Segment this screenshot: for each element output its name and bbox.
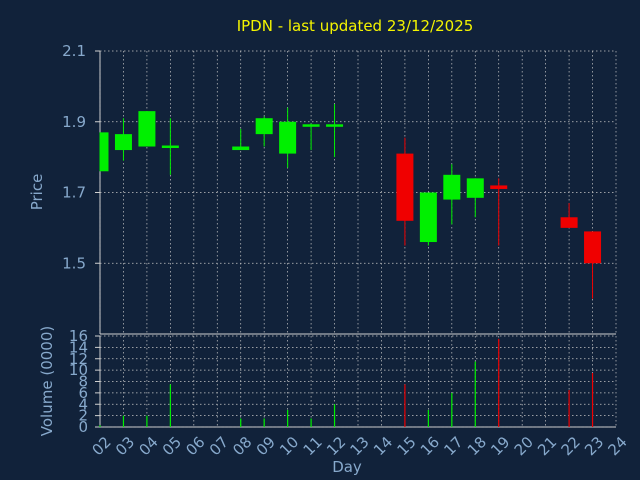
day-tick-label: 18 [464, 433, 490, 459]
price-tick-label: 1.7 [62, 184, 86, 202]
day-tick-label: 03 [112, 433, 138, 459]
volume-tick-label: 16 [69, 327, 88, 345]
day-tick-label: 08 [229, 433, 255, 459]
candle-body [100, 132, 109, 172]
volume-tick-label: 8 [78, 373, 88, 391]
price-tick-label: 1.9 [62, 113, 86, 131]
day-axis-label: Day [332, 458, 362, 476]
price-axis-label: Price [28, 174, 46, 211]
volume-axis-label: Volume (0000) [38, 326, 56, 436]
volume-tick-label: 10 [69, 361, 88, 379]
volume-tick-label: 14 [69, 338, 88, 356]
candle-body [302, 124, 320, 127]
day-tick-label: 16 [417, 433, 443, 459]
candle-body [466, 178, 484, 198]
day-tick-label: 14 [370, 433, 396, 459]
day-tick-label: 07 [206, 433, 232, 459]
day-tick-label: 10 [276, 433, 302, 459]
chart-title: IPDN - last updated 23/12/2025 [237, 17, 474, 35]
day-tick-label: 17 [440, 433, 466, 459]
volume-tick-label: 0 [78, 418, 88, 436]
price-panel: 1.5 1.7 1.9 2.1 [62, 42, 617, 335]
volume-tick-label: 12 [69, 350, 88, 368]
volume-tick-label: 6 [78, 384, 88, 402]
day-tick-label: 09 [253, 433, 279, 459]
day-tick-label: 04 [135, 433, 161, 459]
candle-body [490, 185, 508, 189]
day-tick-label: 12 [323, 433, 349, 459]
day-tick-label: 15 [393, 433, 419, 459]
candle-body [232, 146, 250, 151]
candle-body [138, 111, 156, 147]
day-tick-label: 11 [300, 433, 326, 459]
day-tick-label: 13 [347, 433, 373, 459]
candle-body [161, 145, 179, 149]
day-tick-label: 05 [159, 433, 185, 459]
candle-body [443, 174, 461, 200]
day-tick-label: 21 [534, 433, 560, 459]
candle-body [396, 153, 414, 221]
day-tick-label: 19 [487, 433, 513, 459]
candle-body [326, 124, 344, 127]
price-tick-label: 2.1 [62, 42, 86, 60]
candle-body [560, 217, 578, 228]
volume-tick-label: 4 [78, 395, 88, 413]
candle-body [114, 134, 132, 151]
day-tick-label: 24 [605, 433, 631, 459]
volume-tick-label: 2 [78, 407, 88, 425]
price-tick-label: 1.5 [62, 254, 86, 272]
candle-body [279, 121, 297, 154]
volume-panel: 0246810121416020304050607080910111213141… [69, 327, 631, 459]
day-tick-label: 20 [511, 433, 537, 459]
day-tick-label: 23 [581, 433, 607, 459]
day-tick-label: 06 [182, 433, 208, 459]
day-tick-label: 22 [558, 433, 584, 459]
candle-body [584, 231, 602, 264]
candle-body [255, 118, 273, 135]
candle-body [419, 192, 437, 243]
day-tick-label: 02 [89, 433, 115, 459]
